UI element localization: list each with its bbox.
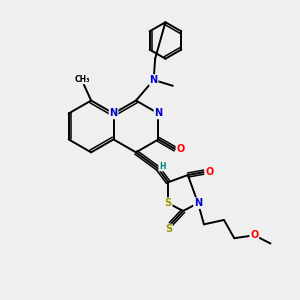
Text: O: O: [176, 144, 185, 154]
Text: N: N: [194, 198, 202, 208]
Text: S: S: [165, 198, 172, 208]
Text: S: S: [165, 224, 172, 235]
Text: O: O: [205, 167, 213, 177]
Text: N: N: [150, 75, 158, 85]
Text: O: O: [250, 230, 258, 240]
Text: CH₃: CH₃: [74, 74, 90, 83]
Text: N: N: [110, 109, 118, 118]
Text: N: N: [154, 109, 163, 118]
Text: H: H: [159, 162, 165, 171]
